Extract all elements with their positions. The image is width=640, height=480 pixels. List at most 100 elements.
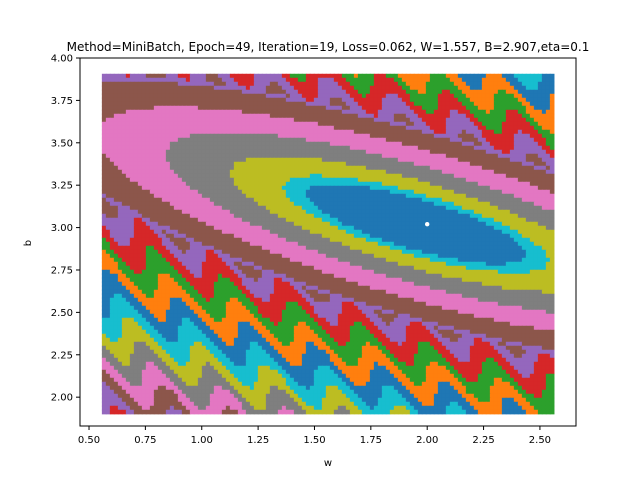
contour-cell [361,145,367,151]
contour-cell [225,229,231,235]
contour-cell [529,185,535,191]
contour-cell [329,125,335,131]
contour-cell [245,185,251,191]
contour-cell [509,229,515,235]
contour-cell [101,233,107,239]
contour-cell [321,129,327,135]
contour-cell [237,89,243,95]
contour-cell [153,213,159,219]
contour-cell [397,177,403,183]
contour-cell [533,169,539,175]
contour-cell [305,197,311,203]
contour-cell [469,101,475,107]
contour-cell [133,73,139,79]
contour-cell [513,121,519,127]
contour-cell [497,237,503,243]
contour-cell [113,217,119,223]
contour-cell [501,109,507,115]
contour-cell [297,197,303,203]
contour-cell [473,177,479,183]
contour-cell [501,85,507,91]
contour-cell [445,73,451,79]
contour-cell [325,185,331,191]
contour-cell [169,245,175,251]
contour-cell [345,169,351,175]
contour-cell [173,233,179,239]
contour-cell [421,161,427,167]
contour-cell [105,173,111,179]
contour-cell [257,221,263,227]
contour-cell [245,193,251,199]
contour-cell [485,121,491,127]
contour-cell [269,73,275,79]
contour-cell [533,245,539,251]
contour-cell [401,93,407,99]
contour-cell [105,141,111,147]
contour-cell [549,217,555,223]
contour-cell [285,73,291,79]
contour-cell [373,125,379,131]
contour-cell [117,213,123,219]
contour-cell [157,205,163,211]
contour-cell [373,213,379,219]
contour-cell [481,201,487,207]
contour-cell [261,89,267,95]
contour-cell [249,233,255,239]
contour-cell [381,241,387,247]
contour-cell [261,181,267,187]
contour-cell [381,117,387,123]
contour-cell [297,193,303,199]
contour-cell [489,89,495,95]
contour-cell [293,129,299,135]
contour-cell [465,121,471,127]
contour-cell [405,173,411,179]
contour-cell [213,109,219,115]
contour-cell [157,81,163,87]
contour-cell [405,89,411,95]
contour-cell [121,181,127,187]
contour-cell [185,153,191,159]
contour-cell [513,109,519,115]
contour-cell [365,169,371,175]
contour-cell [457,185,463,191]
contour-cell [441,193,447,199]
contour-cell [281,205,287,211]
contour-cell [349,113,355,119]
contour-cell [465,185,471,191]
contour-cell [273,237,279,243]
contour-cell [329,225,335,231]
contour-cell [189,85,195,91]
contour-cell [333,137,339,143]
contour-cell [477,153,483,159]
contour-cell [393,141,399,147]
contour-cell [389,109,395,115]
contour-cell [273,97,279,103]
contour-cell [297,125,303,131]
contour-cell [429,221,435,227]
contour-cell [381,81,387,87]
contour-cell [537,149,543,155]
contour-cell [389,193,395,199]
contour-cell [125,145,131,151]
contour-cell [345,105,351,111]
contour-cell [125,121,131,127]
contour-cell [233,77,239,83]
contour-cell [333,81,339,87]
contour-cell [497,213,503,219]
contour-cell [249,237,255,243]
contour-cell [461,237,467,243]
contour-cell [113,173,119,179]
contour-cell [269,121,275,127]
contour-cell [157,217,163,223]
contour-cell [281,105,287,111]
contour-cell [237,133,243,139]
contour-cell [381,177,387,183]
contour-cell [421,149,427,155]
contour-cell [325,217,331,223]
contour-cell [485,125,491,131]
contour-cell [541,85,547,91]
contour-cell [277,85,283,91]
contour-cell [481,157,487,163]
contour-cell [373,77,379,83]
contour-cell [361,93,367,99]
